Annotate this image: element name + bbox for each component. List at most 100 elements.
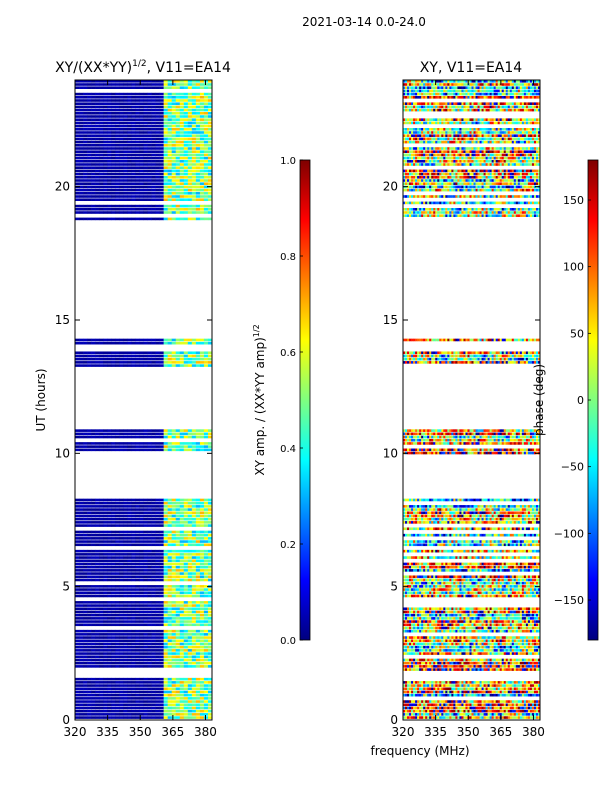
heatmap-cell: [107, 693, 112, 697]
heatmap-cell: [163, 633, 168, 636]
heatmap-cell: [79, 172, 84, 176]
heatmap-cell: [151, 575, 156, 579]
heatmap-cell: [535, 514, 539, 518]
heatmap-cell: [175, 693, 181, 697]
heatmap-cell: [155, 700, 160, 703]
heatmap-cell: [447, 533, 450, 537]
heatmap-cell: [123, 182, 128, 185]
heatmap-cell: [127, 80, 132, 83]
heatmap-cell: [435, 505, 438, 508]
heatmap-cell: [167, 83, 173, 86]
heatmap-cell: [103, 690, 108, 694]
heatmap-cell: [187, 511, 193, 515]
heatmap-cell: [199, 716, 205, 719]
heatmap-cell: [155, 163, 160, 166]
heatmap-cell: [195, 432, 201, 436]
heatmap-cell: [139, 147, 144, 150]
heatmap-cell: [115, 594, 120, 598]
heatmap-cell: [159, 179, 164, 182]
heatmap-cell: [123, 99, 128, 102]
heatmap-cell: [183, 150, 189, 153]
heatmap-cell: [163, 192, 168, 195]
heatmap-cell: [95, 572, 100, 575]
heatmap-cell: [187, 86, 193, 89]
heatmap-cell: [457, 498, 460, 502]
heatmap-cell: [99, 172, 104, 176]
heatmap-cell: [175, 559, 181, 563]
heatmap-cell: [139, 572, 144, 575]
heatmap-cell: [135, 172, 140, 176]
heatmap-cell: [409, 540, 412, 543]
heatmap-cell: [175, 578, 181, 582]
heatmap-cell: [503, 543, 507, 547]
heatmap-cell: [147, 652, 152, 655]
heatmap-cell: [435, 514, 438, 518]
heatmap-cell: [195, 693, 201, 697]
heatmap-cell: [469, 511, 472, 515]
heatmap-cell: [75, 99, 80, 102]
heatmap-cell: [103, 354, 108, 358]
heatmap-cell: [207, 217, 213, 221]
heatmap-cell: [147, 182, 152, 185]
heatmap-cell: [107, 498, 112, 502]
heatmap-cell: [195, 517, 201, 521]
heatmap-cell: [99, 357, 104, 361]
heatmap-cell: [179, 684, 185, 687]
heatmap-cell: [203, 131, 209, 134]
heatmap-cell: [405, 549, 408, 553]
heatmap-cell: [411, 565, 414, 569]
heatmap-cell: [75, 690, 80, 694]
heatmap-cell: [83, 508, 88, 511]
heatmap-cell: [83, 432, 88, 436]
heatmap-cell: [199, 172, 205, 176]
heatmap-cell: [75, 658, 80, 662]
heatmap-cell: [195, 620, 201, 623]
heatmap-cell: [421, 540, 424, 543]
heatmap-cell: [191, 505, 197, 508]
heatmap-cell: [413, 549, 416, 553]
heatmap-cell: [175, 655, 181, 659]
heatmap-cell: [79, 156, 84, 160]
heatmap-cell: [75, 96, 80, 99]
heatmap-cell: [111, 530, 116, 534]
heatmap-cell: [167, 604, 173, 607]
heatmap-cell: [531, 562, 535, 566]
heatmap-cell: [123, 188, 128, 192]
heatmap-cell: [115, 211, 120, 214]
heatmap-cell: [171, 639, 177, 643]
heatmap-cell: [175, 102, 181, 105]
heatmap-cell: [445, 533, 448, 537]
heatmap-cell: [147, 604, 152, 607]
heatmap-cell: [79, 613, 84, 617]
left-colorbar-ticks: 0.00.20.40.60.81.0: [280, 156, 303, 647]
heatmap-cell: [139, 102, 144, 105]
heatmap-cell: [175, 204, 181, 208]
heatmap-cell: [151, 211, 156, 214]
heatmap-cell: [419, 540, 422, 543]
heatmap-cell: [75, 118, 80, 121]
heatmap-cell: [171, 514, 177, 518]
heatmap-cell: [507, 549, 511, 553]
heatmap-cell: [167, 108, 173, 112]
heatmap-cell: [191, 182, 197, 185]
heatmap-cell: [479, 517, 482, 521]
heatmap-cell: [511, 498, 515, 502]
heatmap-cell: [465, 505, 468, 508]
heatmap-cell: [99, 655, 104, 659]
heatmap-cell: [91, 530, 96, 534]
heatmap-cell: [187, 185, 193, 189]
heatmap-cell: [107, 134, 112, 137]
heatmap-cell: [147, 537, 152, 540]
heatmap-cell: [159, 166, 164, 169]
heatmap-cell: [75, 140, 80, 144]
heatmap-cell: [163, 131, 168, 134]
heatmap-cell: [119, 697, 124, 700]
heatmap-cell: [405, 511, 408, 515]
heatmap-cell: [199, 118, 205, 121]
heatmap-cell: [195, 706, 201, 710]
heatmap-cell: [525, 517, 529, 521]
heatmap-cell: [441, 543, 444, 547]
heatmap-cell: [151, 80, 156, 83]
heatmap-cell: [429, 540, 432, 543]
heatmap-cell: [111, 351, 116, 355]
